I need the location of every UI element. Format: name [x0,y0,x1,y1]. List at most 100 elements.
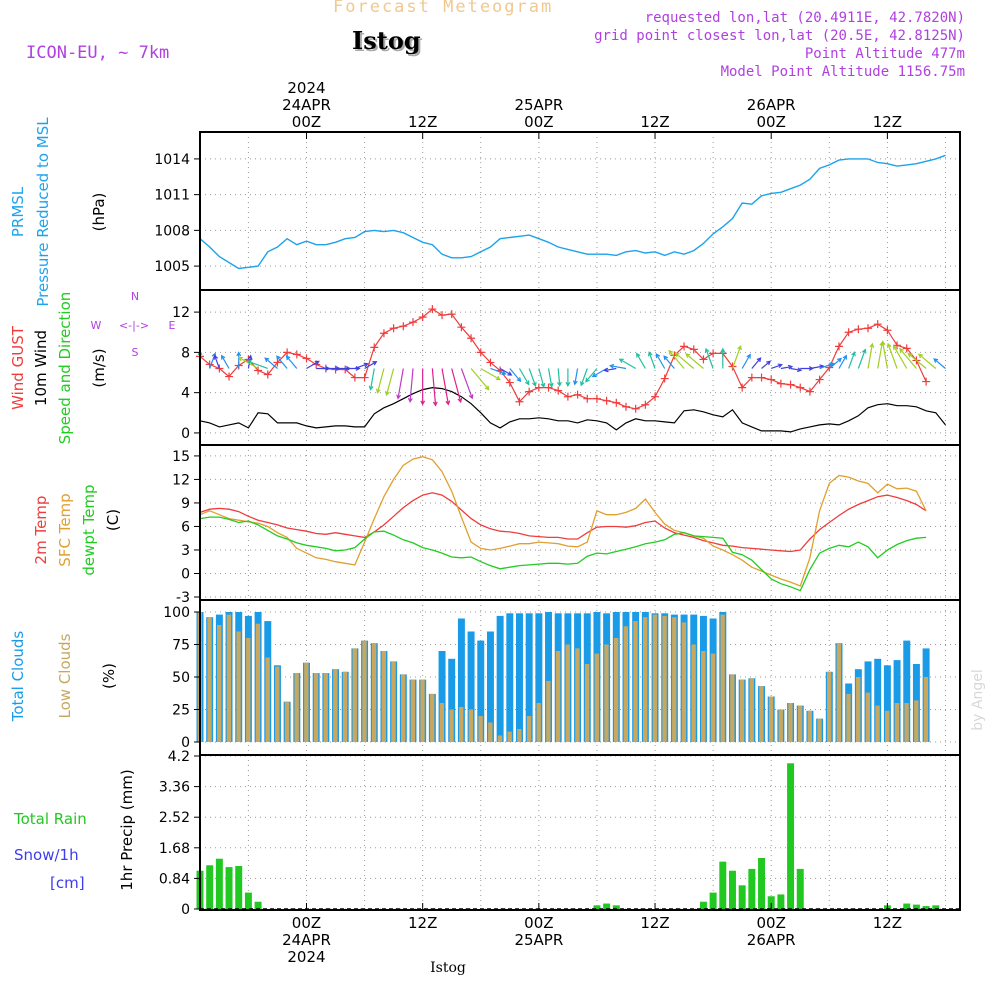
gust-point [796,383,805,392]
wind-arrow [528,368,537,387]
low-clouds-bar [381,651,386,742]
gust-point [283,348,292,357]
low-clouds-bar [333,669,338,742]
low-clouds-bar [420,679,425,742]
wind-arrow [618,358,636,370]
gust-point [350,373,359,382]
wind-arrow [407,368,414,404]
rain-bar [796,868,804,909]
station-title: Istog [352,26,421,55]
wind-arrow [364,361,378,370]
gust-point [302,354,311,363]
total-clouds-bar [893,660,901,742]
time-label-top: 00Z [524,113,553,131]
gust-point [602,396,611,405]
gust-point [486,358,495,367]
gust-point [457,323,466,332]
y-tick-label: 100 [163,605,190,621]
wind-arrow [636,352,646,369]
wind-arrow [556,368,562,387]
app-title: Forecast Meteogram [333,0,554,17]
data-layer [196,155,960,910]
frame-layer [194,131,961,911]
rain-bar [787,763,795,909]
gust-point [525,387,534,396]
wind-arrow [490,367,507,376]
wind-arrow [685,353,704,369]
rain-bar [603,903,611,909]
gust-point [447,310,456,319]
low-clouds-bar [478,716,483,742]
gust-point [893,341,902,350]
gust-point [621,402,630,411]
gust-point [767,375,776,384]
low-clouds-bar [865,692,871,742]
info-point-altitude: Point Altitude 477m [804,46,965,62]
wind-arrow [572,368,579,386]
low-clouds-bar [817,718,822,742]
low-clouds-bar [672,617,677,742]
low-clouds-bar [275,666,280,742]
y-tick-label: 1.68 [159,841,190,857]
total-clouds-bar [874,658,882,742]
low-clouds-bar [555,651,561,742]
y-tick-label: 1011 [154,188,190,204]
wind-arrow [663,355,675,369]
y-tick-label: 0 [181,426,190,442]
low-clouds-bar [826,671,832,742]
pressure-label-prmsl: PRMSL [9,186,27,237]
gust-point [505,378,514,387]
gust-point [544,383,553,392]
gust-point [854,325,863,334]
low-clouds-bar [613,638,619,742]
total-clouds-bar [903,640,911,742]
y-tick-label: 1008 [154,223,190,239]
wind-arrow [917,353,937,369]
gust-point [670,351,679,360]
wind-arrow [375,368,385,394]
time-label-bottom: 25APR [514,931,563,949]
low-clouds-bar [236,631,241,742]
low-clouds-bar [768,696,774,742]
wind-arrow [518,368,530,386]
rain-bar [922,906,930,909]
wind-arrow [591,367,607,378]
gust-point [534,383,543,392]
rain-bar [777,894,785,909]
y-tick-label: 0 [181,735,190,751]
precip-label-snow: Snow/1h [14,846,79,864]
gust-point [883,326,892,335]
total-clouds-bar [545,612,553,742]
low-clouds-bar [497,735,503,742]
total-clouds-bar [516,613,523,742]
grid-layer [200,132,960,910]
rain-bar [244,892,252,909]
wind-arrow [867,342,875,369]
time-label-bottom: 00Z [757,914,786,932]
wind-arrow [893,344,908,369]
wind-arrow [368,368,375,391]
compass-w: W [91,319,102,332]
wind-arrow [899,347,917,369]
y-tick-label: 4 [181,386,190,402]
y-tick-label: 0 [181,902,190,918]
wind-arrow [877,340,885,369]
time-label-top: 26APR [747,96,796,114]
gust-point [709,349,718,358]
low-clouds-bar [400,674,406,742]
time-label-top: 12Z [640,113,669,131]
gust-point [873,320,882,329]
text-layer: 1005 1008 1011 1014 0 4 8 12 -3 0 3 6 9 12 15 0 25 50 75 10… [9,79,986,976]
gust-point [379,329,388,338]
y-tick-label: 12 [172,472,190,488]
clouds-label-total: Total Clouds [9,631,27,723]
wind-arrow [420,368,426,406]
wind-arrow [579,368,588,387]
gust-point [408,318,417,327]
rain-bar [738,885,746,909]
wind-arrow [731,344,742,369]
wind-arrow [603,367,617,373]
wind-arrow [306,360,320,370]
time-label-bottom: 00Z [292,914,321,932]
gust-point [844,328,853,337]
